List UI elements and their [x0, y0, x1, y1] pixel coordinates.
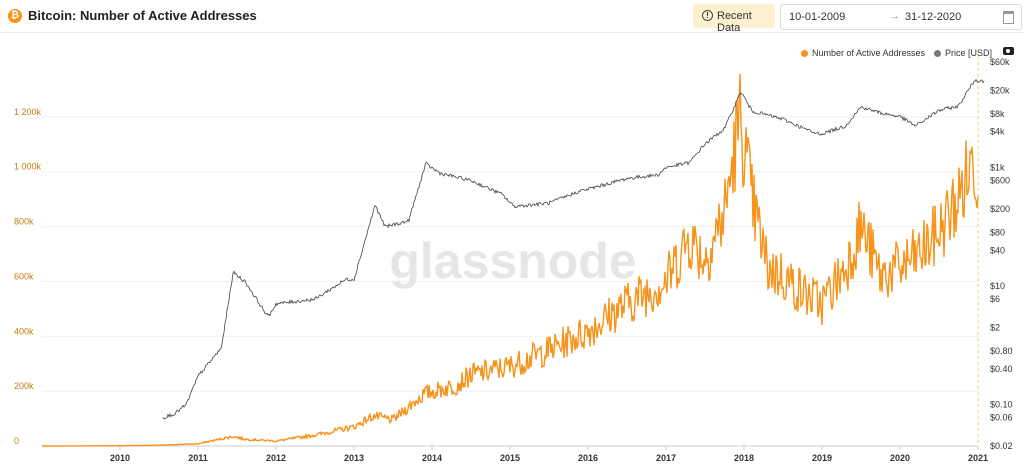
x-tick-label: 2011	[188, 453, 208, 463]
x-tick-label: 2015	[500, 453, 520, 463]
watermark: glassnode	[389, 233, 636, 289]
legend-dot-price	[934, 50, 941, 57]
chart-title: Bitcoin: Number of Active Addresses	[28, 8, 257, 23]
y-left-tick-label: 800k	[14, 217, 34, 227]
x-tick-label: 2020	[890, 453, 910, 463]
y-left-tick-label: 0	[14, 436, 19, 446]
y-left-tick-label: 600k	[14, 271, 34, 281]
y-right-tick-label: $2	[990, 322, 1000, 332]
x-tick-label: 2014	[422, 453, 442, 463]
y-right-tick-label: $20k	[990, 85, 1010, 95]
series-line-active-addresses	[42, 73, 979, 447]
y-right-tick-label: $0.80	[990, 346, 1013, 356]
x-tick-label: 2012	[266, 453, 286, 463]
y-right-tick-label: $8k	[990, 109, 1005, 119]
x-tick-label: 2017	[656, 453, 676, 463]
arrow-right-icon: →	[889, 10, 900, 22]
info-icon: !	[702, 10, 713, 21]
header-bar: ₿ Bitcoin: Number of Active Addresses ! …	[0, 0, 1024, 34]
x-tick-label: 2019	[812, 453, 832, 463]
calendar-icon[interactable]	[1003, 11, 1014, 24]
bitcoin-icon: ₿	[8, 9, 22, 23]
x-tick-label: 2021	[968, 453, 988, 463]
end-date-field[interactable]: 31-12-2020	[905, 11, 962, 23]
y-left-tick-label: 1 000k	[14, 162, 42, 172]
x-tick-label: 2018	[734, 453, 754, 463]
recent-data-label: Recent Data	[717, 10, 752, 34]
y-right-tick-label: $0.40	[990, 364, 1013, 374]
x-tick-label: 2010	[110, 453, 130, 463]
y-right-tick-label: $40	[990, 245, 1005, 255]
series-line-price	[162, 78, 985, 420]
legend-item-addresses[interactable]: Number of Active Addresses	[801, 48, 925, 58]
x-tick-label: 2016	[578, 453, 598, 463]
camera-icon[interactable]	[1003, 47, 1014, 55]
date-range-picker[interactable]: 10-01-2009 → 31-12-2020	[780, 4, 1022, 30]
start-date-field[interactable]: 10-01-2009	[789, 11, 846, 23]
y-right-tick-label: $4k	[990, 127, 1005, 137]
y-right-tick-label: $80	[990, 227, 1005, 237]
y-right-tick-label: $10	[990, 281, 1005, 291]
legend-dot-addresses	[801, 50, 808, 57]
y-left-tick-label: 400k	[14, 326, 34, 336]
y-right-tick-label: $0.10	[990, 400, 1013, 410]
legend-label-price: Price [USD]	[945, 48, 993, 58]
y-right-tick-label: $200	[990, 204, 1010, 214]
y-right-tick-label: $0.06	[990, 413, 1013, 423]
legend-label-addresses: Number of Active Addresses	[812, 48, 926, 58]
y-right-tick-label: $1k	[990, 162, 1005, 172]
y-left-tick-label: 200k	[14, 381, 34, 391]
recent-data-button[interactable]: ! Recent Data	[693, 4, 775, 34]
legend-item-price[interactable]: Price [USD]	[934, 48, 992, 58]
y-right-tick-label: $0.02	[990, 441, 1013, 451]
y-right-tick-label: $60k	[990, 57, 1010, 67]
y-left-tick-label: 1 200k	[14, 107, 42, 117]
y-right-tick-label: $600	[990, 176, 1010, 186]
x-tick-label: 2013	[344, 453, 364, 463]
y-right-tick-label: $6	[990, 294, 1000, 304]
